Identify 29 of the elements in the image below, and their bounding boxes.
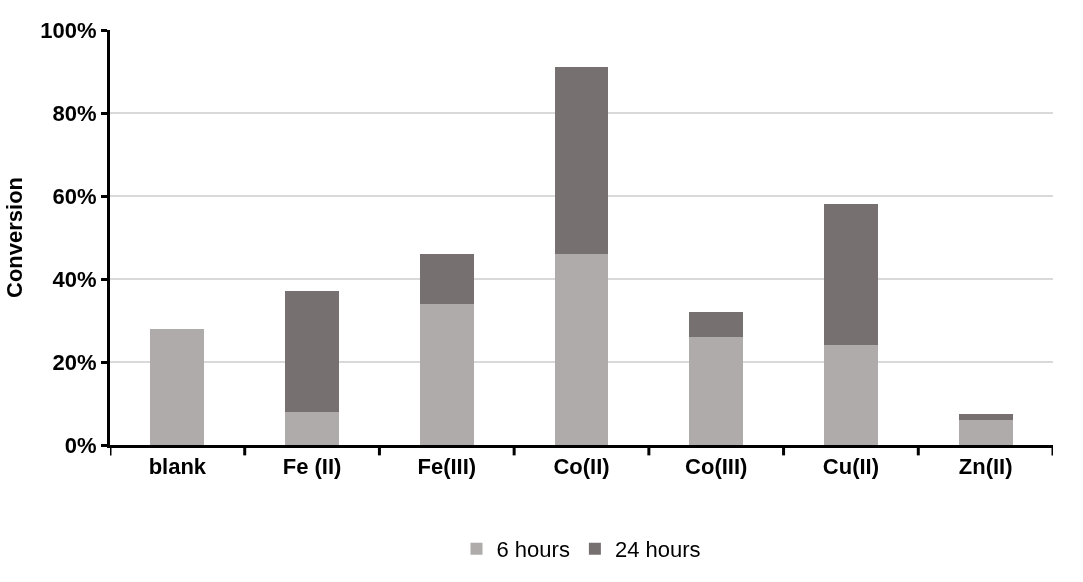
bar bbox=[285, 291, 340, 412]
x-tick-label: Cu(II) bbox=[822, 454, 880, 480]
legend-label: 6 hours bbox=[496, 537, 570, 563]
bar bbox=[689, 312, 744, 338]
bar bbox=[823, 345, 878, 445]
x-tick-label: Co(III) bbox=[685, 454, 748, 480]
bar bbox=[285, 411, 340, 445]
x-tick-label: Fe(III) bbox=[417, 454, 477, 480]
y-tick-label: 60% bbox=[52, 183, 97, 209]
bar bbox=[823, 204, 878, 346]
y-tick-label: 100% bbox=[40, 17, 97, 43]
x-tick-label: Zn(II) bbox=[958, 454, 1013, 480]
x-tick-label: blank bbox=[148, 454, 207, 480]
y-tick-label: 0% bbox=[64, 432, 97, 458]
bar bbox=[419, 303, 474, 445]
bar bbox=[419, 254, 474, 304]
legend-label: 24 hours bbox=[614, 537, 701, 563]
bar bbox=[150, 328, 205, 445]
bar bbox=[554, 67, 609, 255]
bar bbox=[958, 413, 1013, 421]
y-tick-label: 40% bbox=[52, 266, 97, 292]
y-tick-label: 80% bbox=[52, 100, 97, 126]
bar bbox=[958, 420, 1013, 445]
bar bbox=[554, 254, 609, 445]
y-tick-label: 20% bbox=[52, 349, 97, 375]
y-axis-title: Conversion bbox=[2, 176, 28, 299]
x-tick-label: Co(II) bbox=[553, 454, 610, 480]
x-tick-label: Fe (II) bbox=[282, 454, 342, 480]
bar bbox=[689, 337, 744, 445]
